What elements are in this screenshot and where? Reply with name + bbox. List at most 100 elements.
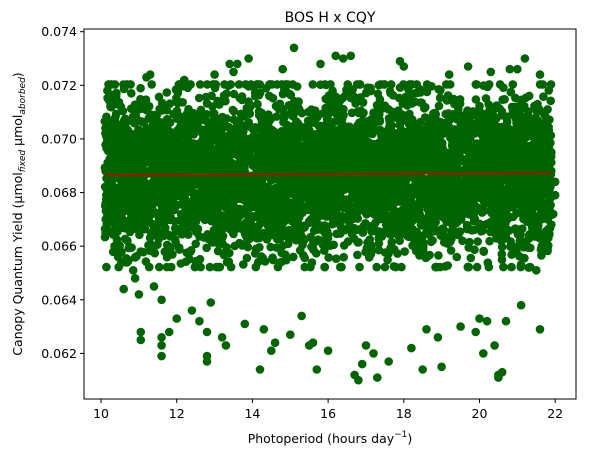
data-point	[334, 100, 343, 109]
data-point	[183, 111, 192, 120]
data-point	[450, 99, 459, 109]
data-point	[154, 92, 164, 102]
data-point	[282, 120, 291, 129]
data-point	[358, 110, 367, 119]
data-point	[354, 131, 364, 141]
data-point	[210, 231, 219, 241]
data-point	[199, 130, 208, 140]
data-point	[408, 182, 418, 192]
data-point	[112, 235, 122, 244]
data-point	[112, 99, 122, 109]
data-point	[327, 99, 337, 108]
data-point	[522, 172, 532, 182]
data-point	[224, 81, 233, 90]
data-point	[126, 80, 135, 89]
data-point	[239, 240, 248, 249]
data-point	[395, 83, 405, 92]
data-point	[111, 110, 121, 119]
data-point	[454, 127, 464, 136]
data-point	[520, 237, 530, 246]
data-point	[404, 197, 414, 206]
data-point	[321, 80, 331, 90]
data-point	[350, 186, 360, 196]
data-point	[130, 100, 140, 109]
data-point	[436, 85, 445, 95]
data-point	[239, 260, 248, 269]
data-point	[173, 87, 182, 97]
data-point	[492, 221, 502, 230]
data-point	[345, 221, 354, 231]
data-point	[300, 253, 310, 263]
data-point	[150, 115, 159, 124]
data-point	[320, 246, 329, 255]
data-point	[464, 154, 473, 164]
data-point	[385, 216, 395, 225]
data-point	[338, 93, 348, 103]
data-point	[274, 231, 284, 241]
data-point	[249, 139, 258, 148]
data-point	[133, 126, 143, 136]
data-point	[263, 221, 273, 230]
data-point	[234, 142, 244, 151]
data-point	[155, 262, 164, 272]
data-point	[257, 118, 267, 127]
data-point	[540, 132, 549, 142]
data-point	[365, 235, 375, 244]
data-point	[300, 148, 310, 158]
data-point	[134, 211, 143, 221]
data-point	[507, 262, 516, 272]
data-point	[123, 142, 132, 151]
data-point	[242, 253, 252, 263]
data-point	[318, 128, 327, 138]
data-point	[499, 262, 508, 272]
data-point	[244, 118, 253, 127]
data-point	[491, 164, 500, 173]
data-point	[485, 104, 495, 114]
data-point	[454, 142, 463, 152]
data-point	[407, 153, 416, 163]
data-point	[289, 112, 298, 121]
data-point	[400, 147, 410, 156]
data-point	[120, 166, 129, 175]
data-point	[274, 203, 283, 213]
data-point	[280, 110, 289, 120]
data-point	[507, 157, 517, 166]
data-point	[369, 149, 379, 158]
data-point	[101, 140, 110, 150]
data-point	[267, 157, 277, 166]
data-point	[256, 207, 265, 216]
data-point	[367, 141, 377, 150]
data-point	[119, 80, 128, 89]
data-point	[417, 221, 427, 230]
data-point	[256, 138, 266, 148]
data-point	[324, 253, 334, 262]
data-point	[278, 241, 288, 250]
data-point	[498, 157, 508, 167]
data-point	[436, 146, 445, 156]
data-point	[314, 137, 324, 147]
data-point	[252, 80, 262, 89]
data-point	[400, 207, 409, 216]
data-point	[372, 100, 382, 110]
data-point	[410, 174, 419, 183]
data-point	[535, 174, 545, 183]
data-point	[391, 228, 400, 238]
data-point	[324, 91, 334, 100]
data-point	[546, 138, 555, 148]
data-point	[415, 84, 425, 94]
data-point	[374, 80, 384, 90]
data-point	[532, 165, 541, 174]
data-point	[249, 174, 258, 184]
data-point	[114, 262, 123, 272]
data-point	[355, 80, 365, 89]
data-point	[392, 208, 401, 217]
data-point	[475, 219, 484, 229]
data-point	[387, 237, 397, 247]
data-point	[201, 116, 211, 125]
data-point	[512, 127, 521, 137]
data-point	[517, 104, 526, 113]
data-point	[351, 160, 361, 170]
data-point	[339, 252, 349, 262]
data-point	[386, 80, 396, 89]
data-point	[246, 80, 256, 89]
